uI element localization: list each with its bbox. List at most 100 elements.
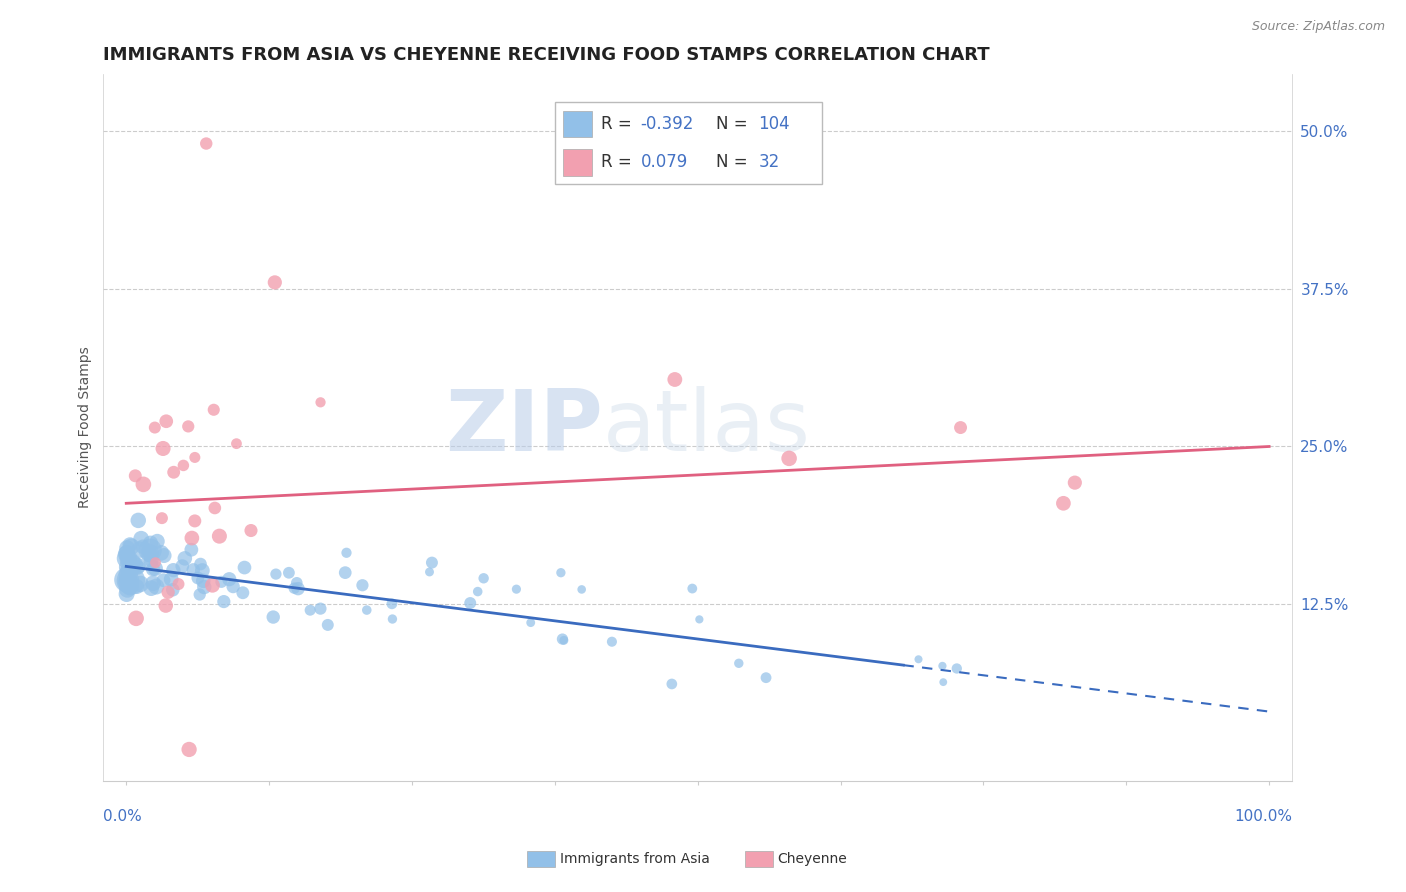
Point [262,610,284,624]
Point [180,542,202,557]
Point [233,560,256,574]
Point [932,675,955,690]
Point [467,584,489,599]
Text: 100.0%: 100.0% [1234,809,1292,824]
Point [661,677,683,691]
Point [115,566,138,581]
Point [184,450,207,465]
Point [141,553,163,567]
Text: IMMIGRANTS FROM ASIA VS CHEYENNE RECEIVING FOOD STAMPS CORRELATION CHART: IMMIGRANTS FROM ASIA VS CHEYENNE RECEIVI… [104,46,990,64]
Point [335,546,357,560]
Point [225,436,247,450]
Point [553,633,575,648]
Point [458,596,481,610]
Point [173,551,195,566]
Point [193,574,215,588]
Point [172,458,194,473]
Point [472,571,495,585]
Y-axis label: Receiving Food Stamps: Receiving Food Stamps [79,347,93,508]
Point [157,585,180,599]
Point [150,546,173,560]
Point [142,562,165,576]
Point [381,597,404,611]
Point [129,532,152,546]
Point [162,563,184,577]
Point [115,551,138,566]
Point [188,587,211,601]
Point [519,615,541,630]
Text: 0.0%: 0.0% [104,809,142,824]
Point [115,572,138,586]
Point [163,465,186,479]
Point [125,611,148,625]
Point [180,531,202,545]
Point [946,661,969,675]
Point [418,565,440,579]
Point [299,603,322,617]
Point [778,451,800,466]
Point [143,561,166,575]
Point [285,575,308,590]
Text: ZIP: ZIP [444,386,603,469]
Point [127,560,149,574]
Point [316,618,339,632]
Point [172,559,194,574]
Point [115,547,138,561]
Point [551,632,574,646]
Point [505,582,527,597]
Point [145,556,167,570]
Point [122,555,145,569]
Point [191,564,214,578]
Point [120,574,142,588]
Point [907,652,929,666]
Point [177,742,200,756]
Point [232,586,254,600]
Point [120,579,142,593]
Point [550,566,572,580]
Point [571,582,593,597]
Point [131,540,153,554]
Point [139,555,162,569]
Text: Cheyenne: Cheyenne [778,852,848,866]
Point [152,574,174,588]
Point [277,566,299,580]
Point [688,612,710,626]
Point [218,572,240,586]
Point [124,468,146,483]
Point [283,581,305,595]
Point [352,578,374,592]
Point [124,558,146,572]
Point [356,603,378,617]
Point [335,566,357,580]
Point [931,659,953,673]
Point [167,577,190,591]
Point [117,550,139,565]
Text: Source: ZipAtlas.com: Source: ZipAtlas.com [1251,20,1385,33]
Point [222,580,245,594]
Point [115,546,138,560]
Point [136,548,159,562]
Point [212,594,235,608]
Point [209,574,232,589]
Point [121,560,143,574]
Point [145,580,167,594]
Point [204,500,226,515]
Point [152,442,174,456]
Point [264,567,287,582]
Point [162,582,184,597]
Point [146,534,169,549]
Point [193,580,215,594]
Point [181,563,204,577]
Point [381,612,404,626]
Point [681,582,703,596]
Point [177,419,200,434]
Point [155,414,177,428]
Point [132,477,155,491]
Text: Immigrants from Asia: Immigrants from Asia [560,852,710,866]
Point [139,545,162,559]
Point [127,513,149,527]
Point [143,420,166,434]
Point [139,543,162,558]
Point [727,657,749,671]
Point [309,601,332,615]
